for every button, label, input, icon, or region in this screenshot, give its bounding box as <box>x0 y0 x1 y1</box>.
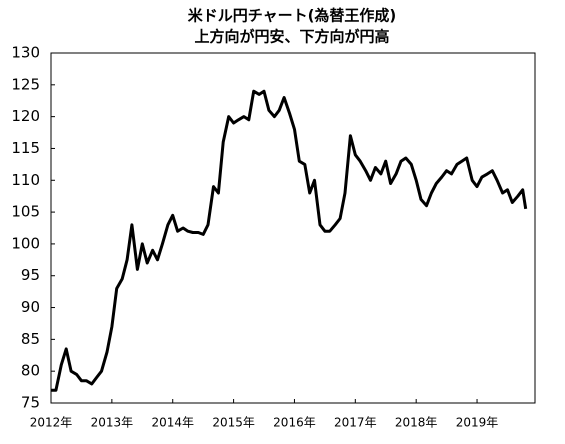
y-tick-label: 110 <box>11 171 40 189</box>
y-tick-label: 115 <box>11 139 40 157</box>
y-tick-label: 95 <box>21 266 40 284</box>
y-tick-label: 90 <box>21 298 40 316</box>
y-tick-label: 105 <box>11 203 40 221</box>
price-line <box>51 89 528 392</box>
y-tick-label: 120 <box>11 107 40 125</box>
y-tick-label: 100 <box>11 234 40 252</box>
x-tick-label: 2012年 <box>30 416 73 430</box>
x-tick-label: 2015年 <box>212 416 255 430</box>
y-tick-label: 85 <box>21 330 40 348</box>
x-tick-label: 2016年 <box>273 416 316 430</box>
x-tick-label: 2018年 <box>395 416 438 430</box>
chart-subtitle: 上方向が円安、下方向が円高 <box>194 28 389 46</box>
y-tick-label: 75 <box>21 394 40 412</box>
x-tick-label: 2019年 <box>456 416 499 430</box>
y-tick-label: 125 <box>11 75 40 93</box>
y-tick-label: 80 <box>21 362 40 380</box>
x-tick-label: 2017年 <box>334 416 377 430</box>
x-tick-label: 2014年 <box>151 416 194 430</box>
y-tick-label: 130 <box>11 44 40 62</box>
chart-title: 米ドル円チャート(為替王作成) <box>188 7 397 25</box>
plot-frame <box>50 52 536 404</box>
x-tick-label: 2013年 <box>91 416 134 430</box>
